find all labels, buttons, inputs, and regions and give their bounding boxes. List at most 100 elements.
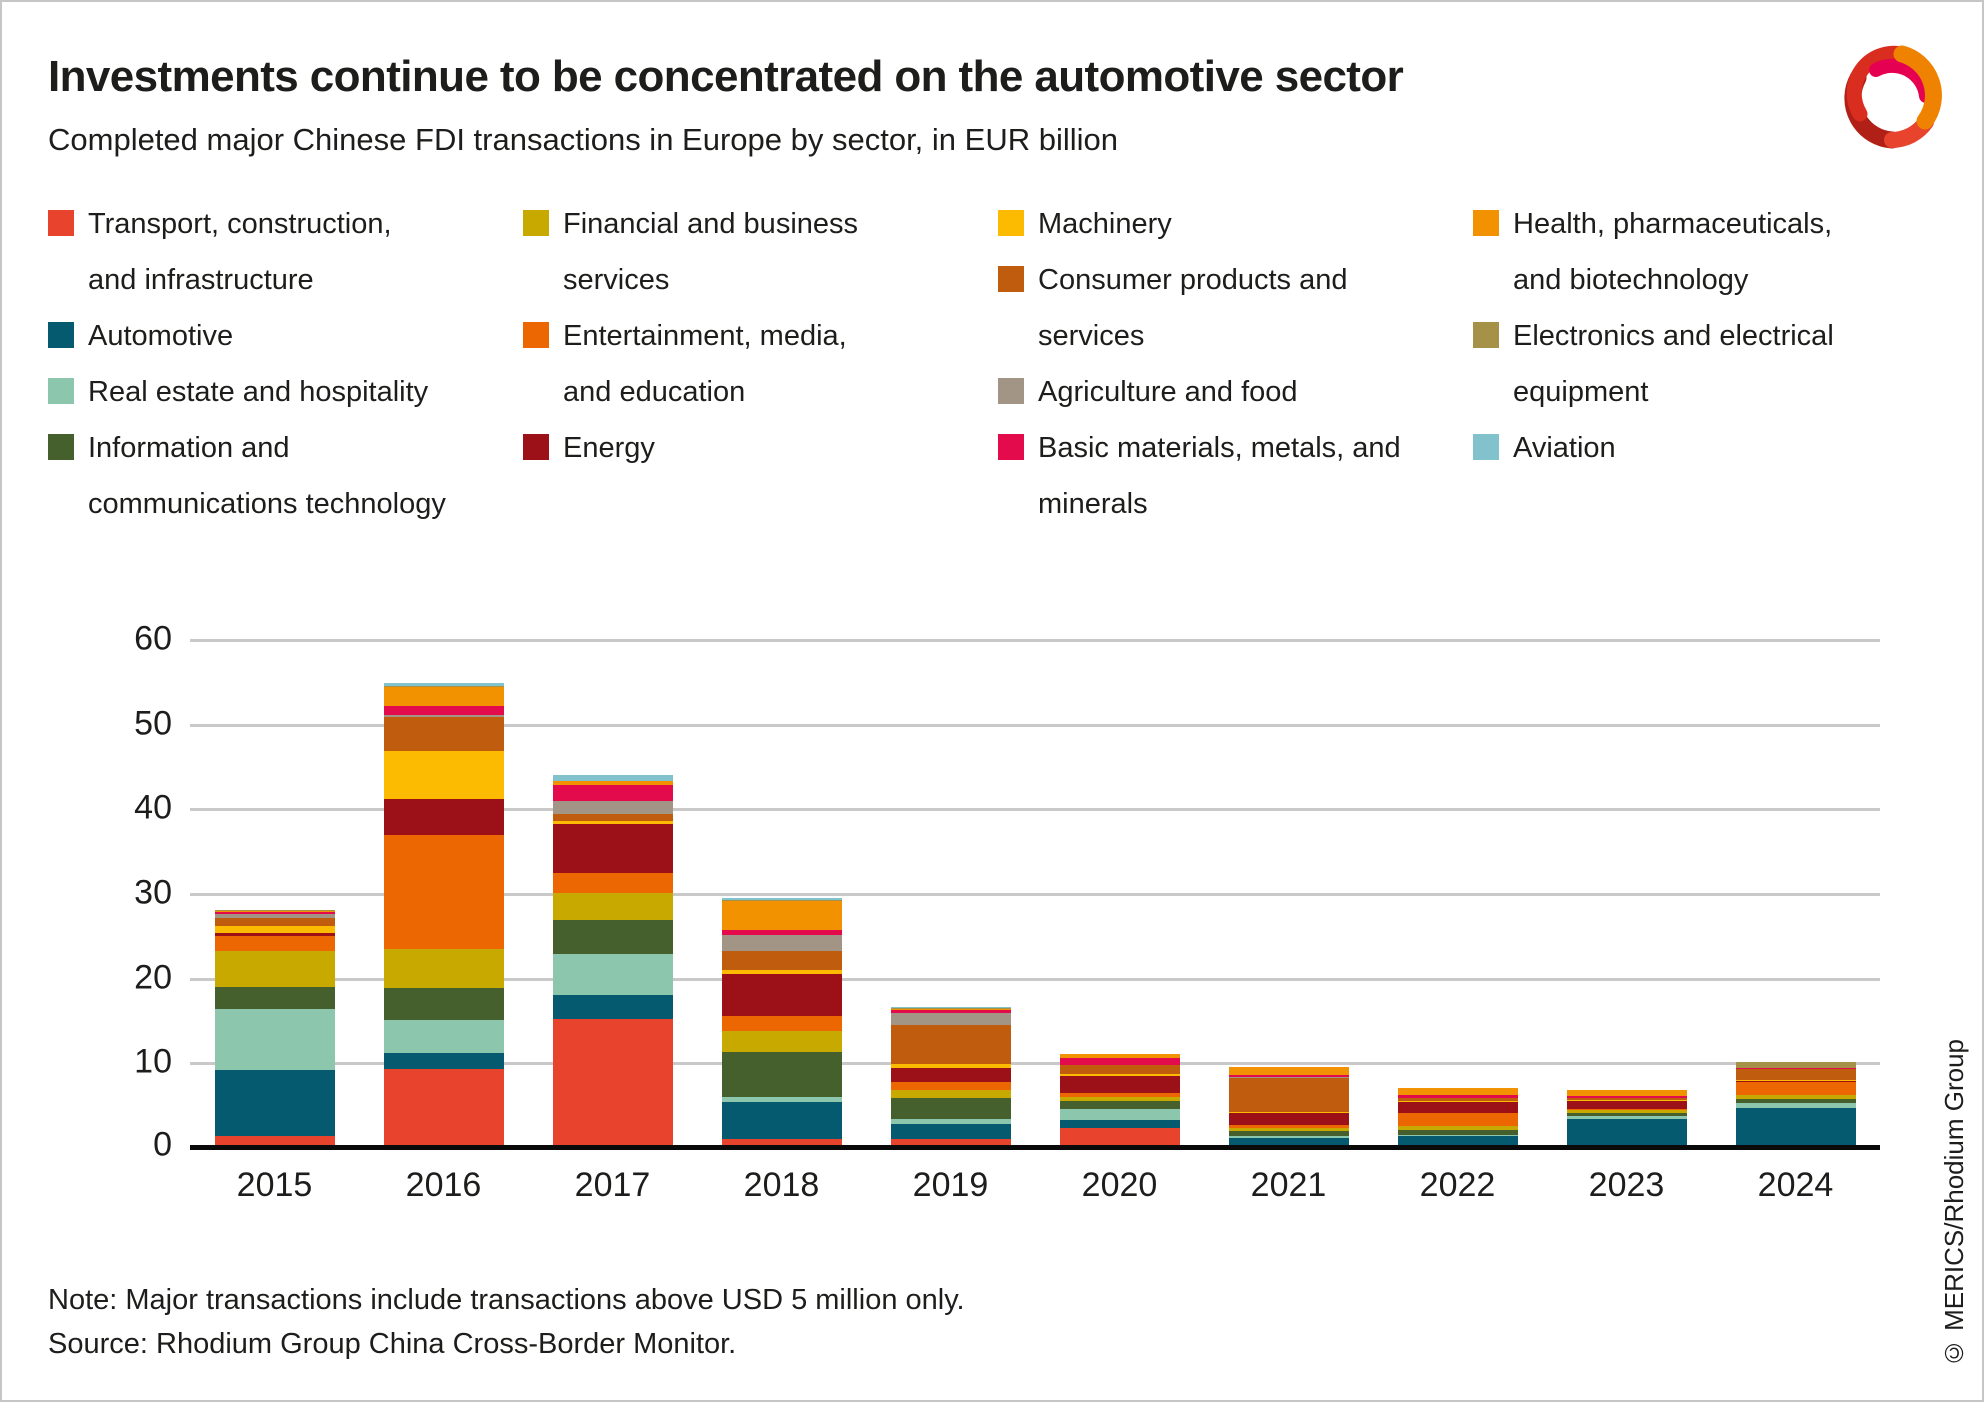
- bar-segment-financial: [1059, 1097, 1180, 1102]
- legend-swatch-energy: [523, 434, 549, 460]
- bar-segment-entertainment: [214, 935, 335, 951]
- x-axis-label-2016: 2016: [405, 1166, 482, 1204]
- bar-segment-electronics: [890, 1007, 1011, 1009]
- bar-segment-health: [1735, 1067, 1856, 1069]
- legend-item-label: Basic materials, metals, and minerals: [1038, 432, 1401, 520]
- bar-segment-financial: [1228, 1127, 1349, 1132]
- bar-segment-machinery: [721, 970, 842, 974]
- legend-swatch-automotive: [48, 322, 74, 348]
- bar-segment-energy: [1735, 1080, 1856, 1083]
- bar-segment-machinery: [214, 925, 335, 934]
- legend-item-label: Health, pharmaceuticals, and biotechnolo…: [1513, 208, 1833, 296]
- legend-item-label: Information and communications technolog…: [88, 432, 446, 520]
- bar-segment-ict: [1228, 1131, 1349, 1136]
- legend-item-label: Financial and business services: [563, 208, 859, 296]
- bar-segment-basic_materials: [721, 929, 842, 935]
- bar-segment-agriculture: [383, 715, 504, 717]
- bar-segment-ict: [1735, 1099, 1856, 1104]
- y-axis-tick-0: 0: [153, 1125, 172, 1164]
- legend-item-energy: Energy: [523, 420, 998, 476]
- bar-segment-basic_materials: [1397, 1095, 1518, 1098]
- bar-segment-basic_materials: [214, 912, 335, 915]
- bar-segment-energy: [383, 798, 504, 836]
- legend-item-entertainment: Entertainment, media, and education: [523, 308, 998, 420]
- bar-segment-automotive: [214, 1069, 335, 1137]
- bar-segment-machinery: [890, 1063, 1011, 1068]
- bar-segment-agriculture: [552, 801, 673, 814]
- bar-segment-automotive: [1566, 1119, 1687, 1149]
- plot-area: 0 10 20 30 40 50 60: [134, 619, 1880, 1164]
- bar-segment-electronics: [1735, 1062, 1856, 1068]
- bar-segment-entertainment: [890, 1082, 1011, 1090]
- legend-swatch-transport: [48, 210, 74, 236]
- bar-segment-automotive: [1735, 1107, 1856, 1149]
- bar-segment-automotive: [383, 1052, 504, 1069]
- legend-swatch-consumer: [998, 266, 1024, 292]
- bar-segment-consumer: [383, 716, 504, 752]
- bar-segment-basic_materials: [383, 705, 504, 716]
- legend-item-transport: Transport, construction, and infrastruct…: [48, 196, 523, 308]
- legend-item-label: Real estate and hospitality: [88, 376, 429, 408]
- legend-swatch-health: [1473, 210, 1499, 236]
- bar-segment-financial: [1566, 1110, 1687, 1114]
- bar-segment-ict: [1397, 1130, 1518, 1136]
- note-text: Note: Major transactions include transac…: [48, 1284, 965, 1316]
- x-axis-label-2022: 2022: [1419, 1166, 1496, 1204]
- bar-segment-entertainment: [1397, 1113, 1518, 1126]
- bar-segment-ict: [890, 1097, 1011, 1120]
- bar-segment-consumer: [890, 1025, 1011, 1064]
- bar-segment-ict: [1566, 1113, 1687, 1116]
- bar-segment-financial: [890, 1089, 1011, 1098]
- legend-item-aviation: Aviation: [1473, 420, 1948, 476]
- bar-segment-basic_materials: [552, 785, 673, 802]
- bar-segment-basic_materials: [1059, 1057, 1180, 1065]
- bar-segment-agriculture: [214, 914, 335, 918]
- legend-item-ict: Information and communications technolog…: [48, 420, 523, 532]
- bar-segment-basic_materials: [890, 1009, 1011, 1014]
- copyright-vertical-text: © MERICS/Rhodium Group: [1939, 1038, 1969, 1368]
- gridline-50: 50: [134, 704, 1880, 742]
- bar-segment-consumer: [214, 917, 335, 926]
- legend-item-automotive: Automotive: [48, 308, 523, 364]
- bar-segment-transport: [890, 1139, 1011, 1150]
- bar-segment-consumer: [1397, 1098, 1518, 1101]
- x-axis-label-2017: 2017: [574, 1166, 651, 1204]
- legend: Transport, construction, and infrastruct…: [48, 196, 1948, 532]
- bar-2020: [1059, 1054, 1180, 1150]
- bar-segment-health: [214, 911, 335, 913]
- legend-item-label: Agriculture and food: [1038, 376, 1298, 408]
- legend-item-label: Entertainment, media, and education: [563, 320, 847, 408]
- bar-segment-energy: [214, 933, 335, 936]
- y-axis-tick-40: 40: [134, 788, 172, 827]
- bar-segment-real_estate: [1228, 1135, 1349, 1139]
- gridline-20: 20: [134, 958, 1880, 996]
- legend-item-electronics: Electronics and electrical equipment: [1473, 308, 1948, 420]
- x-axis-labels: 2015 2016 2017 2018 2019 2020 2021 2022 2023 2024: [190, 1166, 1880, 1205]
- legend-item-agriculture: Agriculture and food: [998, 364, 1473, 420]
- y-axis-tick-30: 30: [134, 873, 172, 912]
- bar-segment-agriculture: [1397, 1097, 1518, 1099]
- bar-segment-consumer: [721, 950, 842, 971]
- x-axis-label-2021: 2021: [1250, 1166, 1327, 1204]
- merics-logo-icon: [1844, 45, 1942, 149]
- bar-segment-real_estate: [383, 1019, 504, 1053]
- bar-segment-health: [383, 686, 504, 706]
- legend-item-consumer: Consumer products and services: [998, 252, 1473, 364]
- legend-item-label: Aviation: [1513, 432, 1616, 464]
- y-axis-tick-20: 20: [134, 958, 172, 997]
- gridline-60: 60: [134, 619, 1880, 657]
- gridline-10: 10: [134, 1043, 1880, 1081]
- bar-segment-machinery: [1397, 1100, 1518, 1102]
- legend-swatch-ict: [48, 434, 74, 460]
- bar-segment-machinery: [383, 751, 504, 799]
- legend-item-label: Transport, construction, and infrastruct…: [88, 208, 392, 296]
- x-axis-label-2020: 2020: [1081, 1166, 1158, 1204]
- bar-segment-real_estate: [1566, 1115, 1687, 1120]
- y-axis-tick-10: 10: [134, 1042, 172, 1081]
- bar-segment-entertainment: [1059, 1092, 1180, 1098]
- bar-segment-entertainment: [1228, 1125, 1349, 1128]
- x-axis-line: 0: [153, 1126, 1880, 1164]
- bar-segment-energy: [1228, 1113, 1349, 1126]
- bar-segment-aviation: [721, 897, 842, 900]
- bar-segment-energy: [1566, 1100, 1687, 1110]
